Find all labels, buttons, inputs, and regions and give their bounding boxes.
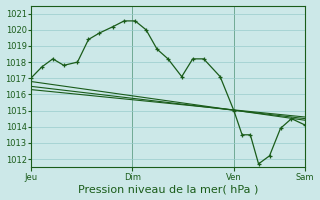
X-axis label: Pression niveau de la mer( hPa ): Pression niveau de la mer( hPa ) [78, 184, 258, 194]
